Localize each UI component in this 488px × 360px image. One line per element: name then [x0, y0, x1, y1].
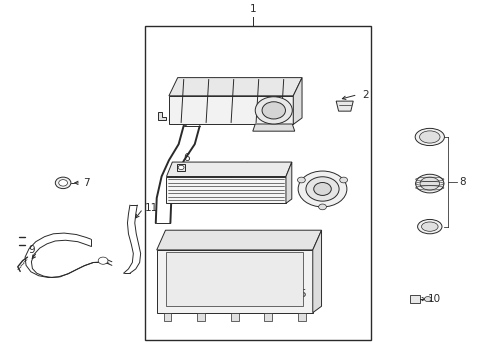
Polygon shape: [166, 162, 291, 176]
Polygon shape: [157, 230, 321, 250]
Bar: [230, 313, 238, 320]
Text: 3: 3: [181, 118, 187, 128]
Circle shape: [255, 97, 292, 124]
Bar: [168, 96, 293, 125]
Circle shape: [55, 177, 71, 189]
Bar: [197, 313, 204, 320]
Polygon shape: [293, 78, 302, 125]
Bar: [264, 313, 272, 320]
Circle shape: [305, 177, 338, 201]
Bar: [298, 313, 305, 320]
Bar: [176, 164, 185, 171]
Text: 3: 3: [182, 113, 188, 123]
Circle shape: [59, 180, 67, 186]
Bar: [166, 252, 303, 306]
Text: 6: 6: [183, 153, 190, 163]
Polygon shape: [312, 230, 321, 313]
Circle shape: [298, 171, 346, 207]
Circle shape: [339, 177, 347, 183]
Circle shape: [98, 257, 108, 264]
Text: 11: 11: [145, 203, 158, 213]
Ellipse shape: [417, 220, 441, 234]
Text: 4: 4: [242, 162, 248, 172]
Polygon shape: [168, 78, 302, 96]
Text: 1: 1: [249, 4, 256, 14]
Bar: [409, 296, 419, 303]
Ellipse shape: [419, 177, 439, 190]
Bar: [144, 26, 370, 339]
Text: 5: 5: [299, 289, 305, 299]
Polygon shape: [158, 112, 166, 120]
Circle shape: [297, 177, 305, 183]
Polygon shape: [252, 124, 294, 131]
Bar: [163, 313, 171, 320]
Circle shape: [313, 183, 330, 195]
Polygon shape: [285, 162, 291, 203]
Text: 10: 10: [427, 294, 440, 304]
Text: 8: 8: [458, 177, 465, 187]
Text: 7: 7: [83, 178, 90, 188]
Ellipse shape: [421, 222, 437, 231]
Ellipse shape: [414, 129, 444, 145]
Circle shape: [424, 297, 430, 302]
Circle shape: [318, 204, 326, 210]
Circle shape: [262, 102, 285, 119]
Ellipse shape: [415, 174, 443, 193]
Ellipse shape: [419, 131, 439, 143]
Text: 2: 2: [362, 90, 368, 100]
Bar: [166, 176, 285, 203]
Bar: [157, 250, 312, 313]
Text: 9: 9: [28, 245, 35, 255]
Circle shape: [178, 165, 183, 170]
Polygon shape: [335, 101, 352, 111]
